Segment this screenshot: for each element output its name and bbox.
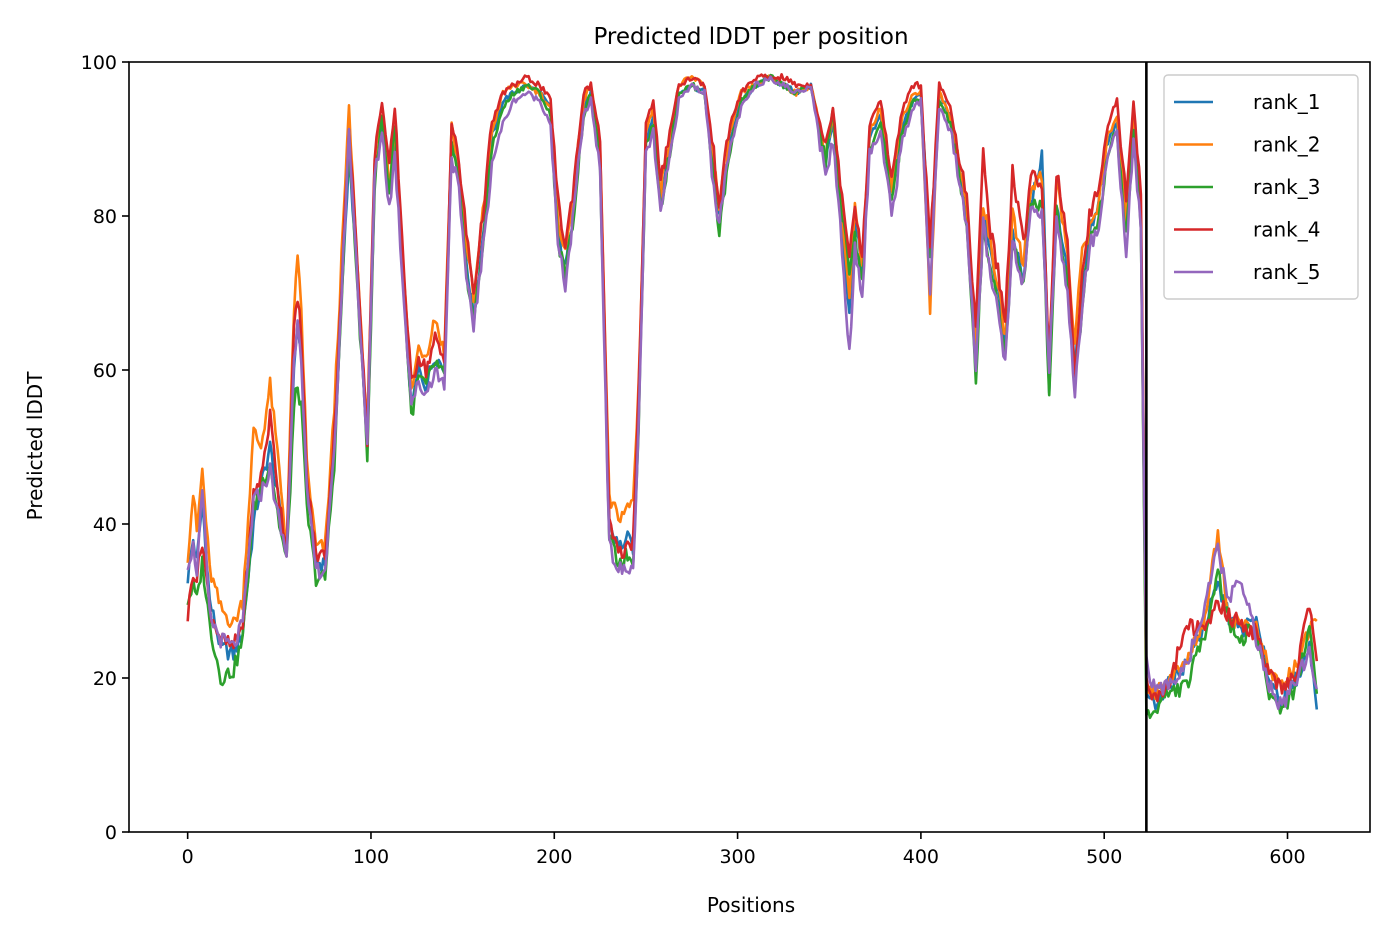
- series-line-rank_5: [186, 75, 1319, 711]
- legend-box: [1163, 74, 1359, 300]
- y-tick-label: 20: [93, 668, 117, 690]
- x-axis: 0 100 200 300 400 500 600: [182, 832, 1306, 868]
- x-tick-label: 0: [182, 846, 194, 868]
- x-tick-label: 400: [903, 846, 939, 868]
- y-tick-label: 60: [93, 360, 117, 382]
- chart-title: Predicted lDDT per position: [593, 24, 908, 50]
- series-line-rank_4: [186, 73, 1319, 703]
- legend-label-rank_1: rank_1: [1253, 90, 1320, 114]
- y-axis: 0 20 40 60 80 100: [81, 52, 129, 844]
- x-tick-label: 500: [1086, 846, 1122, 868]
- legend-label-rank_5: rank_5: [1253, 260, 1320, 284]
- x-tick-label: 600: [1269, 846, 1305, 868]
- plot-frame: [128, 61, 1371, 833]
- legend: rank_1 rank_2 rank_3 rank_4 rank_5: [1163, 74, 1359, 300]
- plot-area: [128, 61, 1371, 833]
- x-tick-label: 100: [353, 846, 389, 868]
- x-axis-title: Positions: [707, 893, 795, 917]
- y-tick-label: 100: [81, 52, 117, 74]
- y-tick-label: 40: [93, 514, 117, 536]
- y-tick-label: 80: [93, 206, 117, 228]
- legend-label-rank_2: rank_2: [1253, 133, 1320, 157]
- y-axis-title: Predicted lDDT: [23, 371, 47, 521]
- x-tick-label: 300: [719, 846, 755, 868]
- y-tick-label: 0: [105, 822, 117, 844]
- legend-label-rank_4: rank_4: [1253, 218, 1320, 242]
- x-tick-label: 200: [536, 846, 572, 868]
- legend-label-rank_3: rank_3: [1253, 175, 1320, 199]
